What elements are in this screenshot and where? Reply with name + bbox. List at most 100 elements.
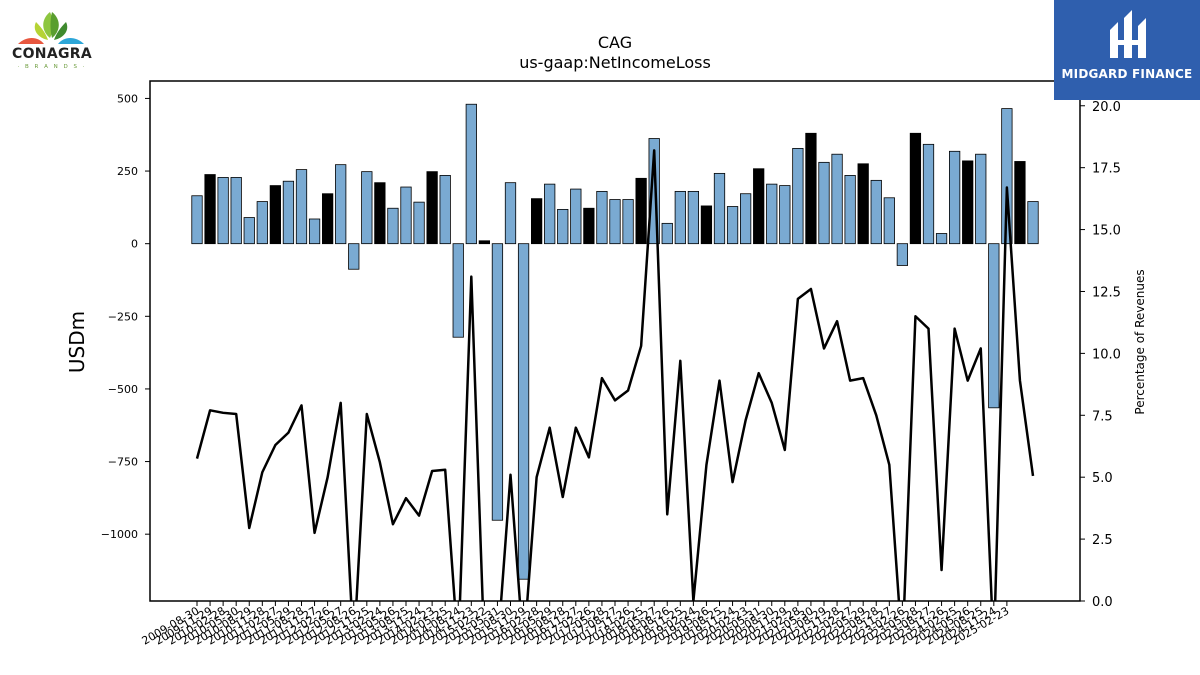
y-tick-label: −1000 bbox=[101, 528, 138, 541]
bar bbox=[557, 208, 569, 245]
bar bbox=[766, 183, 778, 245]
bar bbox=[713, 172, 726, 245]
midgard-emblem-icon bbox=[1110, 10, 1146, 58]
bar bbox=[988, 243, 1000, 409]
bar-series bbox=[191, 103, 1039, 580]
bar bbox=[531, 198, 543, 245]
bar bbox=[779, 185, 791, 245]
bar bbox=[400, 186, 412, 245]
bar bbox=[544, 183, 556, 245]
bar bbox=[374, 182, 386, 245]
bar bbox=[661, 222, 673, 245]
y-axis-label: USDm bbox=[65, 311, 89, 373]
bar bbox=[478, 240, 490, 245]
bar bbox=[570, 188, 582, 245]
bar bbox=[700, 205, 713, 245]
line-series bbox=[195, 149, 1035, 601]
y-tick-label: −500 bbox=[108, 383, 138, 396]
bar bbox=[805, 132, 817, 245]
bar bbox=[387, 207, 399, 245]
bar bbox=[870, 179, 882, 245]
bar bbox=[622, 199, 634, 245]
bar bbox=[909, 132, 922, 245]
y-tick-label: −750 bbox=[108, 456, 138, 469]
y2-axis: 0.0 2.5 5.0 7.5 10.0 12.5 15.0 17.5 20.0 bbox=[1080, 100, 1121, 610]
y2-tick-label: 2.5 bbox=[1092, 533, 1113, 548]
bar bbox=[635, 177, 647, 245]
y2-tick-label: 10.0 bbox=[1092, 347, 1121, 362]
bar bbox=[517, 243, 530, 580]
y2-axis-label: Percentage of Revenues bbox=[1133, 269, 1147, 414]
y2-tick-label: 17.5 bbox=[1092, 162, 1121, 177]
bar bbox=[896, 243, 909, 266]
bar bbox=[596, 190, 608, 245]
bar bbox=[818, 161, 830, 245]
bar bbox=[308, 218, 321, 245]
y-axis: 500 250 0 −250 −500 −750 −1000 bbox=[101, 92, 150, 541]
bar bbox=[504, 182, 517, 245]
bar bbox=[792, 147, 804, 245]
bar bbox=[465, 103, 477, 245]
bar bbox=[1014, 161, 1026, 245]
bar bbox=[243, 217, 255, 245]
bar bbox=[452, 243, 464, 338]
bar bbox=[295, 169, 308, 245]
bar bbox=[935, 233, 948, 245]
bar bbox=[922, 143, 935, 245]
bar bbox=[269, 185, 281, 245]
bar bbox=[204, 174, 216, 245]
bar bbox=[674, 190, 686, 245]
bar bbox=[609, 199, 621, 245]
bar bbox=[1001, 108, 1013, 245]
conagra-subtext: · B R A N D S · bbox=[17, 64, 87, 70]
bar bbox=[883, 197, 895, 245]
bar bbox=[361, 171, 373, 245]
bar bbox=[857, 163, 869, 245]
y-tick-label: 500 bbox=[117, 92, 138, 105]
y2-tick-label: 15.0 bbox=[1092, 224, 1121, 239]
bar bbox=[413, 201, 425, 245]
conagra-wordmark: CONAGRA bbox=[12, 46, 92, 62]
y2-tick-label: 7.5 bbox=[1092, 409, 1113, 424]
bar bbox=[282, 180, 295, 245]
bar bbox=[426, 171, 438, 245]
bar bbox=[975, 153, 987, 245]
bar bbox=[348, 243, 360, 270]
bar bbox=[844, 175, 856, 245]
bar bbox=[230, 177, 242, 245]
y-tick-label: 0 bbox=[131, 238, 138, 251]
chart-title: CAG bbox=[598, 33, 632, 52]
bar bbox=[583, 207, 595, 245]
bar bbox=[491, 243, 504, 521]
y2-tick-label: 5.0 bbox=[1092, 471, 1113, 486]
bar bbox=[949, 150, 961, 245]
bar bbox=[962, 160, 974, 245]
bar bbox=[753, 168, 765, 245]
bar bbox=[256, 201, 268, 245]
x-axis: 2009-08-302009-11-292010-02-282010-05-30… bbox=[140, 601, 1011, 648]
bar bbox=[321, 193, 334, 245]
conagra-logo: CONAGRA · B R A N D S · bbox=[4, 6, 100, 76]
y2-tick-label: 0.0 bbox=[1092, 595, 1113, 610]
midgard-wordmark: MIDGARD FINANCE bbox=[1061, 67, 1193, 81]
bar bbox=[439, 175, 451, 245]
bar bbox=[687, 190, 700, 245]
leaf-icon bbox=[18, 12, 84, 44]
midgard-finance-logo: MIDGARD FINANCE bbox=[1054, 0, 1200, 100]
bar bbox=[217, 177, 229, 245]
chart-subtitle: us-gaap:NetIncomeLoss bbox=[519, 53, 711, 72]
y2-tick-label: 12.5 bbox=[1092, 285, 1121, 300]
bar bbox=[726, 206, 739, 245]
bar bbox=[740, 193, 752, 245]
bar bbox=[831, 153, 843, 245]
bar bbox=[1027, 201, 1039, 245]
bar bbox=[335, 164, 347, 245]
bar bbox=[191, 195, 203, 245]
y-tick-label: −250 bbox=[108, 310, 138, 323]
bar bbox=[648, 138, 660, 245]
plot-frame bbox=[149, 80, 1081, 602]
y2-tick-label: 20.0 bbox=[1092, 100, 1121, 115]
y-tick-label: 250 bbox=[117, 165, 138, 178]
percentage-line bbox=[195, 149, 1035, 601]
